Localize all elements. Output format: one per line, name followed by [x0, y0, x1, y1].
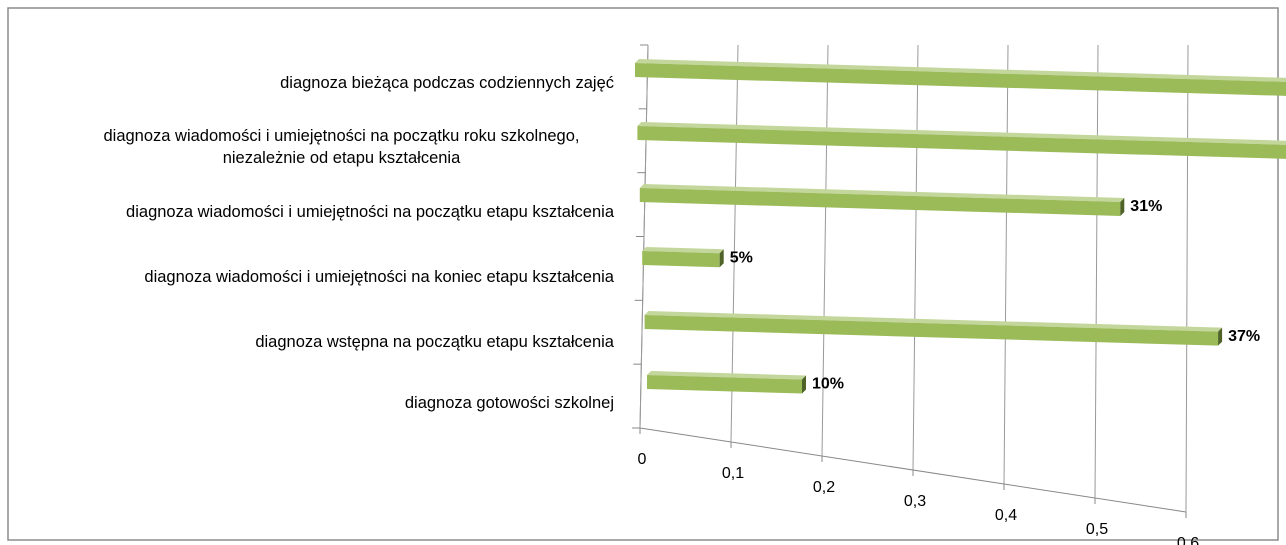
bar — [642, 247, 724, 268]
bar-front — [644, 315, 1219, 346]
bar-end — [1218, 327, 1223, 346]
x-tick-label: 0,2 — [813, 479, 835, 496]
x-tick-label: 0,5 — [1086, 521, 1108, 538]
x-tick-label: 0,3 — [904, 493, 926, 510]
category-label: diagnoza bieżąca podczas codziennych zaj… — [280, 74, 614, 92]
category-label: diagnoza wiadomości i umiejętności na po… — [103, 127, 580, 167]
bar — [647, 371, 806, 394]
grid-line — [821, 44, 829, 457]
x-tick-label: 0,4 — [995, 507, 1017, 524]
bar — [639, 184, 1125, 216]
grid-line — [1185, 44, 1189, 513]
category-label: diagnoza wiadomości i umiejętności na po… — [126, 203, 614, 221]
category-label: diagnoza wstępna na początku etapu kszta… — [255, 333, 614, 351]
grid-line — [912, 44, 919, 471]
bar-front — [635, 63, 1286, 96]
bar-front — [637, 126, 1286, 159]
bar-top — [635, 59, 1286, 82]
bar — [644, 311, 1223, 346]
bar-front — [642, 251, 720, 268]
bar-top — [642, 247, 724, 254]
x-tick-label: 0,1 — [722, 465, 744, 482]
bar-top — [647, 371, 806, 380]
bar-front — [647, 375, 802, 394]
bar-end — [1120, 197, 1125, 216]
data-label: 31% — [1130, 198, 1162, 215]
bar — [637, 122, 1286, 159]
data-label: 10% — [812, 376, 844, 393]
data-label: 5% — [730, 249, 753, 266]
category-label: diagnoza wiadomości i umiejętności na ko… — [144, 268, 614, 286]
grid-line — [1094, 44, 1099, 499]
chart-frame — [7, 7, 1279, 541]
grid-line — [1003, 44, 1009, 485]
bar-top — [639, 184, 1125, 202]
x-tick-label: 0,6 — [1177, 535, 1199, 545]
x-tick-label: 0 — [638, 451, 647, 468]
bar-top — [637, 122, 1286, 145]
bar — [635, 59, 1286, 96]
bar-top — [644, 311, 1223, 332]
bar-front — [639, 188, 1121, 216]
bar-end — [802, 375, 806, 394]
bar-end — [719, 249, 724, 268]
data-label: 37% — [1228, 328, 1260, 345]
category-label: diagnoza gotowości szkolnej — [404, 394, 614, 412]
